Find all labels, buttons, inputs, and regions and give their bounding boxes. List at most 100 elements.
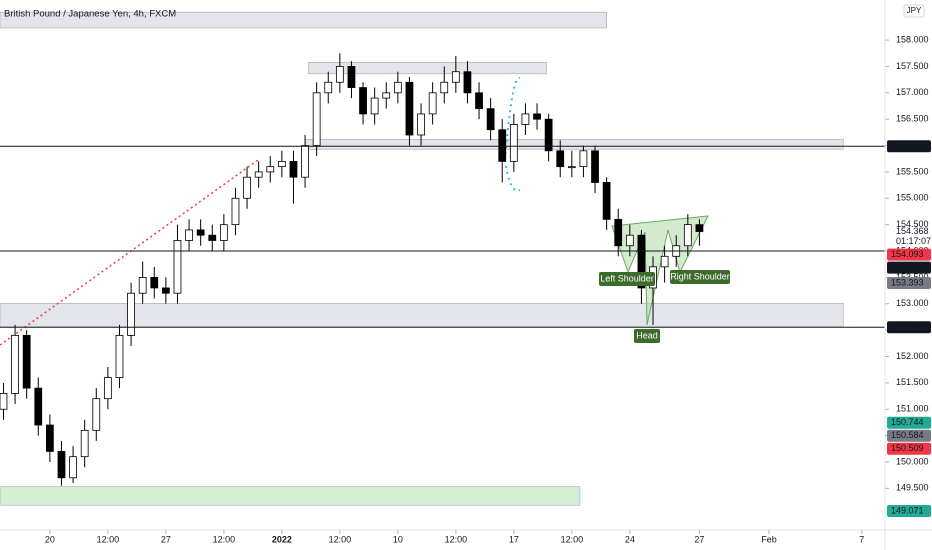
price-tag-label: 154.093 <box>891 249 924 259</box>
candle-body <box>637 234 646 289</box>
zone <box>0 11 607 29</box>
x-tick-label: 12:00 <box>213 534 236 544</box>
zone <box>0 302 844 328</box>
candle-body <box>324 81 333 94</box>
candle-body <box>521 113 530 125</box>
candle-body <box>544 118 553 152</box>
chart-title: British Pound / Japanese Yen, 4h, FXCM <box>4 9 176 20</box>
y-tick-label: 153.500 <box>896 272 929 282</box>
price-tag <box>887 248 931 261</box>
candles <box>0 53 704 486</box>
y-tick-label: 153.000 <box>896 298 929 308</box>
x-tick-label: 20 <box>45 534 55 544</box>
candle-body <box>405 81 414 136</box>
candle-body <box>591 150 599 183</box>
candle-body <box>393 81 402 94</box>
x-tick-label: Feb <box>761 534 777 544</box>
price-tag-label: 153.393 <box>891 277 924 287</box>
price-tag <box>887 261 931 274</box>
price-tag-label: 150.584 <box>891 430 924 440</box>
y-tick-label: 150.000 <box>896 456 929 466</box>
y-tick-label: 151.500 <box>896 377 929 387</box>
annotation: Right Shoulder <box>670 271 730 281</box>
x-tick-label: 12:00 <box>445 534 468 544</box>
candle-body <box>579 150 588 168</box>
annotation: Left Shoulder <box>600 273 654 283</box>
candle-body <box>208 234 217 241</box>
candle-body <box>185 229 193 241</box>
x-tick-label: 12:00 <box>97 534 120 544</box>
candle-body <box>219 224 228 241</box>
candle-body <box>428 92 437 115</box>
candle-body <box>34 387 43 426</box>
price-tag-label: 154.368 <box>896 226 929 236</box>
candle-body <box>80 429 89 458</box>
price-tag-label: 152.554 <box>891 322 924 332</box>
price-tag <box>887 504 931 517</box>
annotation: Head <box>636 330 658 340</box>
countdown: 01:17:07 <box>896 236 931 246</box>
candle-body <box>127 292 135 336</box>
price-tag <box>887 429 931 442</box>
candle-body <box>277 160 286 168</box>
candle-body <box>695 224 704 232</box>
candle-body <box>173 240 182 294</box>
price-tag-label: 149.071 <box>891 505 924 515</box>
candle-body <box>347 66 356 88</box>
x-tick-label: 27 <box>161 534 171 544</box>
candle-body <box>57 451 66 479</box>
x-tick-label: 27 <box>694 534 704 544</box>
candle-body <box>243 176 251 199</box>
candle-body <box>312 92 321 146</box>
x-tick-label: 10 <box>393 534 403 544</box>
y-tick-label: 158.000 <box>896 34 929 44</box>
y-tick-label: 152.000 <box>896 351 929 361</box>
candle-body <box>266 166 275 173</box>
candle-body <box>625 234 634 247</box>
candle-body <box>370 97 379 115</box>
candle-body <box>486 108 495 131</box>
candle-body <box>417 113 425 136</box>
x-tick-label: 17 <box>509 534 519 544</box>
zone <box>304 138 844 150</box>
y-tick-label: 156.500 <box>896 114 929 124</box>
horizontal-lines <box>0 145 885 328</box>
y-tick-label: 149.500 <box>896 483 929 493</box>
candle-body <box>22 335 31 389</box>
candle-body <box>509 124 518 162</box>
candle-body <box>196 229 205 236</box>
candle-body <box>382 92 391 99</box>
y-tick-label: 151.000 <box>896 404 929 414</box>
zones <box>0 11 844 506</box>
price-tag-label: 154.000 <box>891 262 924 272</box>
y-tick-label: 157.500 <box>896 61 929 71</box>
zone <box>308 61 547 75</box>
candle-body <box>92 398 101 431</box>
candle-body <box>138 276 147 294</box>
price-tag <box>887 442 931 455</box>
candle-body <box>475 92 483 110</box>
candle-body <box>359 87 367 115</box>
annotation-box <box>599 272 655 286</box>
candle-body <box>254 171 263 178</box>
price-tag <box>887 277 931 290</box>
price-tag <box>887 140 931 153</box>
candle-body <box>683 224 692 247</box>
price-tag <box>887 321 931 334</box>
candle-body <box>533 113 541 120</box>
price-tag-label: 150.509 <box>891 443 924 453</box>
candle-body <box>463 71 472 94</box>
candle-body <box>115 335 124 378</box>
candle-body <box>301 145 309 178</box>
axes: 149.500150.000150.500151.000151.500152.0… <box>45 34 931 544</box>
y-tick-label: 155.500 <box>896 166 929 176</box>
projection-arc <box>504 77 521 192</box>
y-tick-label: 155.000 <box>896 193 929 203</box>
candle-body <box>451 71 460 83</box>
candle-body <box>602 182 611 220</box>
annotation-box <box>670 270 730 284</box>
y-tick-label: 154.500 <box>896 219 929 229</box>
currency-box <box>903 4 925 18</box>
candle-body <box>614 218 623 247</box>
